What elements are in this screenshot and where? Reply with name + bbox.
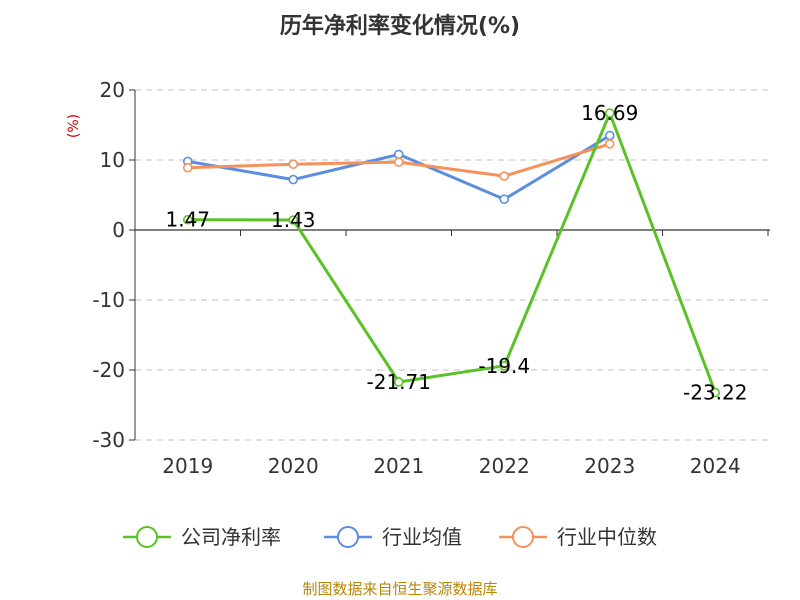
data-point <box>288 174 299 185</box>
y-tick-label: -20 <box>92 358 125 382</box>
data-label: -21.71 <box>367 370 431 394</box>
x-tick-label: 2024 <box>690 454 741 478</box>
legend-label: 行业中位数 <box>557 525 657 549</box>
series-line-1 <box>187 134 611 201</box>
series-line-0 <box>187 111 717 394</box>
data-labels: 1.47 1.43 -21.71 -19.4 16.69 -23.22 <box>165 101 747 404</box>
data-label: 1.47 <box>165 208 210 232</box>
grid-lines <box>135 89 768 441</box>
legend-label: 行业均值 <box>382 525 462 549</box>
data-point <box>393 157 404 167</box>
data-point <box>288 159 299 169</box>
data-point <box>182 162 193 173</box>
data-point <box>710 387 721 398</box>
y-tick-label: 0 <box>112 218 125 242</box>
chart-title: 历年净利率变化情况(%) <box>280 13 520 39</box>
legend-item[interactable]: 行业均值 <box>324 525 462 549</box>
legend-item[interactable]: 公司净利率 <box>123 525 281 549</box>
data-point <box>604 139 615 149</box>
y-tick-label: -30 <box>92 428 125 452</box>
source-note: 制图数据来自恒生聚源数据库 <box>302 580 497 598</box>
y-tick-label: -10 <box>92 288 125 312</box>
x-tick-label: 2019 <box>162 454 213 478</box>
x-tick-label: 2023 <box>584 454 635 478</box>
data-point <box>604 130 615 141</box>
x-tick-label: 2022 <box>479 454 530 478</box>
data-point <box>499 360 510 371</box>
data-point <box>604 108 615 118</box>
data-point <box>393 149 404 160</box>
legend-item[interactable]: 行业中位数 <box>499 525 657 549</box>
legend-marker <box>337 526 359 548</box>
legend-marker <box>136 526 158 548</box>
x-tick-label: 2021 <box>373 454 424 478</box>
data-label: 16.69 <box>581 101 638 125</box>
y-tick-label: 20 <box>100 78 125 102</box>
legend-marker <box>512 526 534 548</box>
data-point <box>499 171 510 181</box>
y-axis-label: (%) <box>66 114 82 138</box>
series-group <box>182 108 721 398</box>
legend[interactable]: 公司净利率 行业均值 行业中位数 <box>123 525 657 549</box>
data-label: -19.4 <box>478 354 530 378</box>
data-label: -23.22 <box>683 381 747 405</box>
data-point <box>288 215 299 225</box>
data-point <box>182 214 193 225</box>
y-tick-label: 10 <box>100 148 125 172</box>
data-label: 1.43 <box>271 208 316 232</box>
data-point <box>499 194 510 204</box>
legend-label: 公司净利率 <box>181 525 281 549</box>
x-tick-label: 2020 <box>268 454 319 478</box>
axes: 20 10 0 -10 -20 -30 2019 2020 2021 2022 2023 2024 <box>92 78 770 478</box>
data-point <box>393 377 404 387</box>
